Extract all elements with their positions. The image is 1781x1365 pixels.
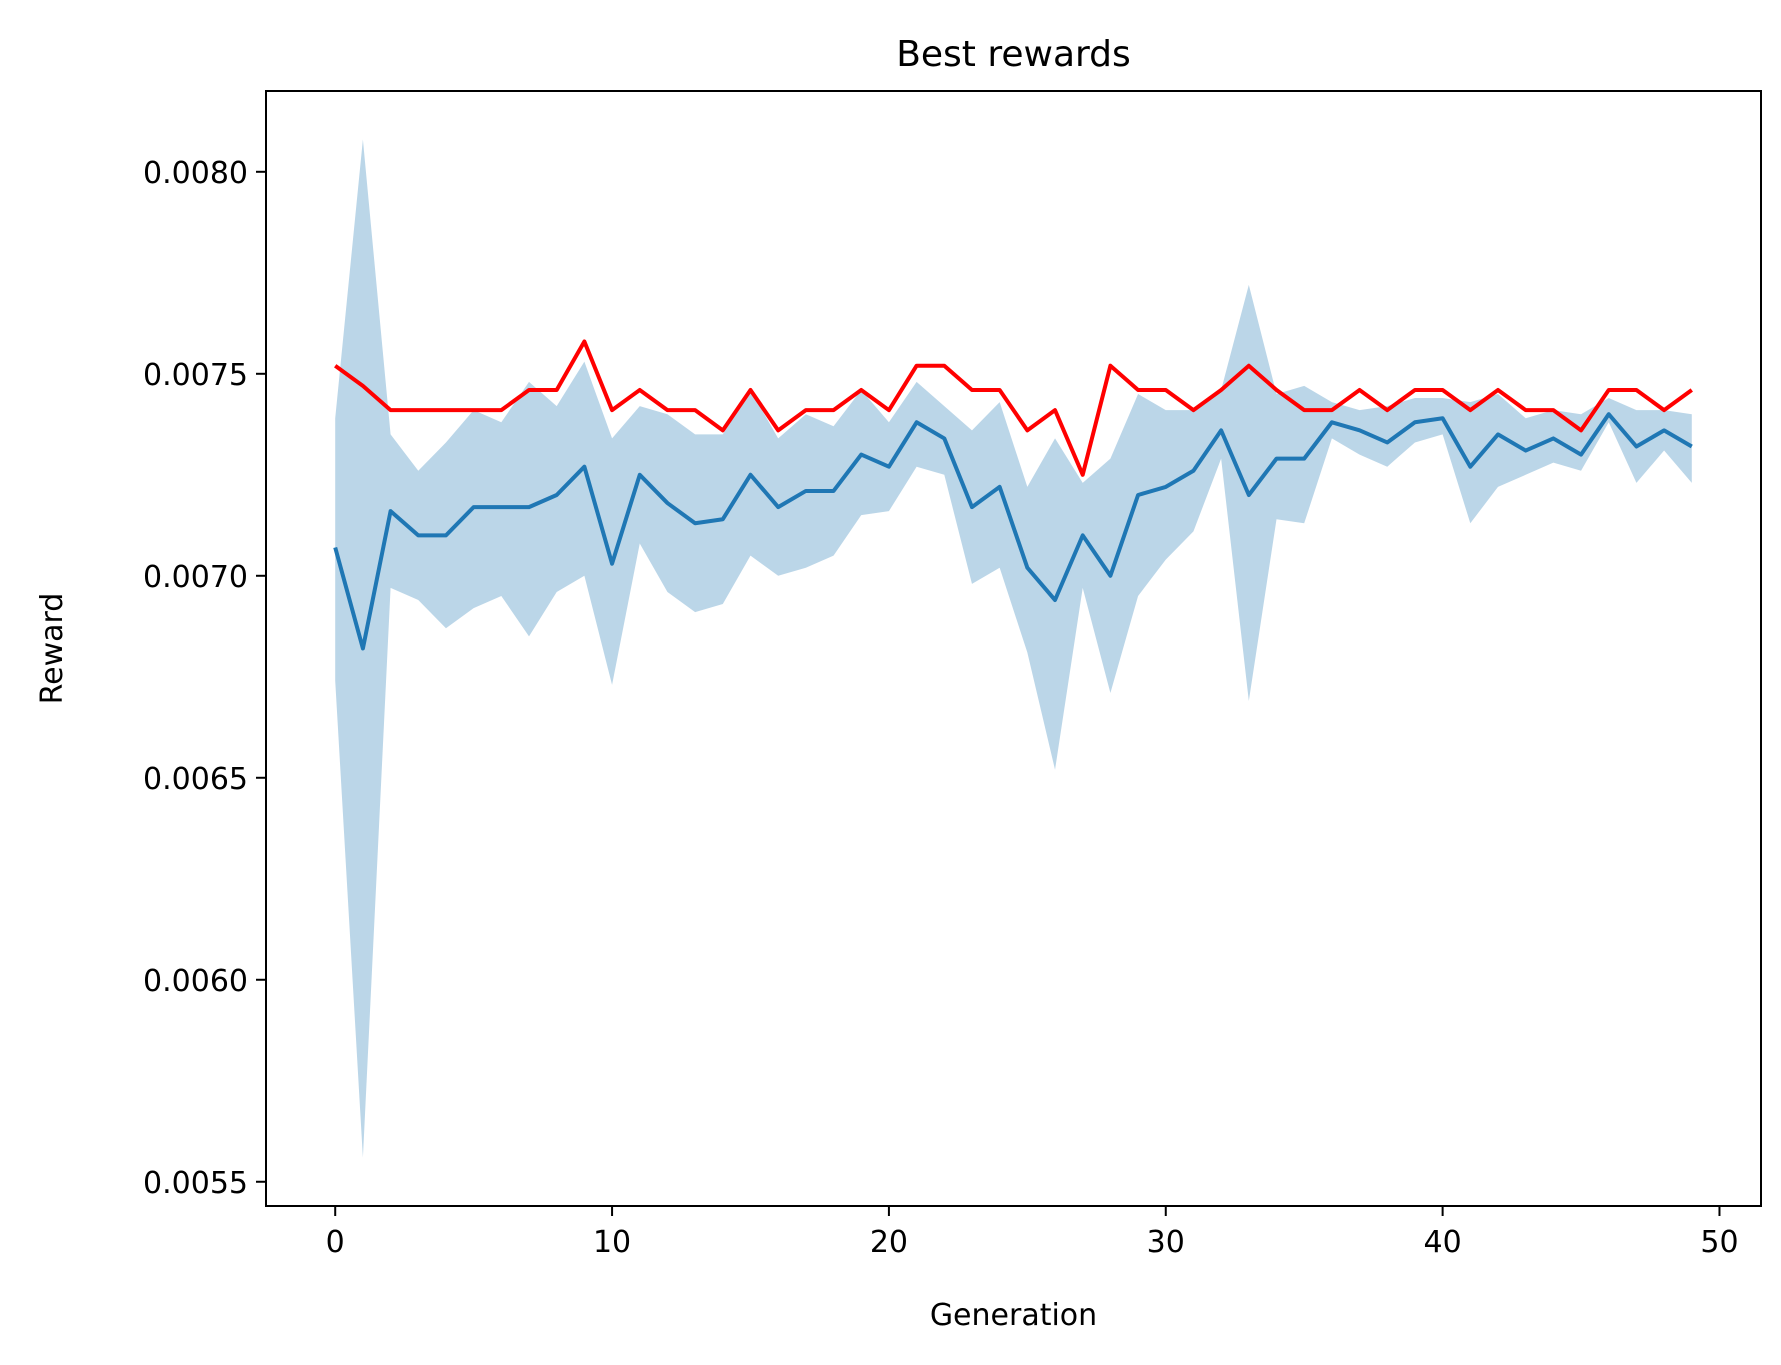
y-tick-label: 0.0060: [143, 964, 248, 999]
x-tick-label: 30: [1147, 1225, 1185, 1260]
y-tick-label: 0.0080: [143, 156, 248, 191]
y-tick-label: 0.0070: [143, 560, 248, 595]
x-tick-label: 20: [870, 1225, 908, 1260]
x-tick-label: 10: [593, 1225, 631, 1260]
chart-title: Best rewards: [896, 34, 1131, 75]
y-tick-label: 0.0055: [143, 1166, 248, 1201]
x-axis-label: Generation: [930, 1298, 1097, 1333]
x-tick-label: 40: [1424, 1225, 1462, 1260]
x-tick-label: 50: [1700, 1225, 1738, 1260]
y-axis-label: Reward: [35, 593, 70, 705]
x-tick-label: 0: [326, 1225, 345, 1260]
y-tick-label: 0.0075: [143, 358, 248, 393]
y-tick-label: 0.0065: [143, 762, 248, 797]
